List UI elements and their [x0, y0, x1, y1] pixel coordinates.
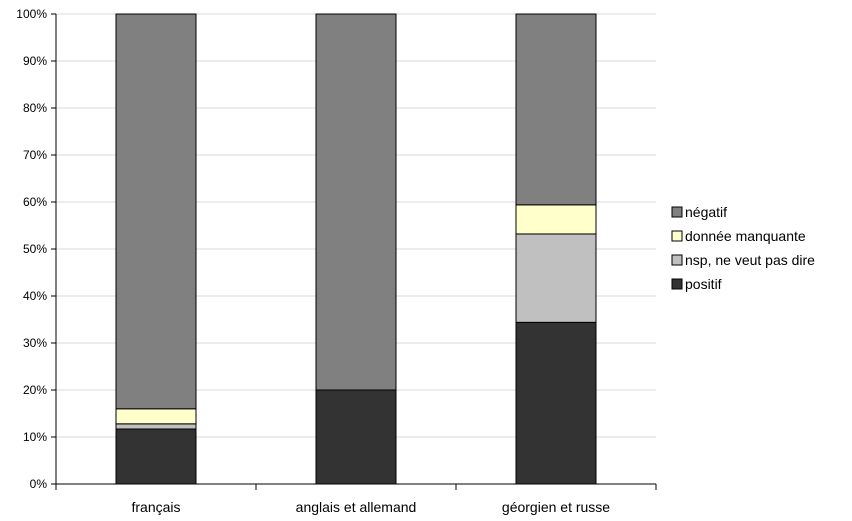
bar-segment-1-0	[115, 423, 197, 430]
legend-swatch	[671, 206, 683, 218]
x-tick-label: français	[131, 499, 180, 515]
bar-segment-3-2	[515, 13, 597, 206]
legend-label: donnée manquante	[685, 228, 806, 244]
legend-swatch	[671, 230, 683, 242]
y-tick-label: 90%	[23, 54, 47, 68]
y-tick-label: 80%	[23, 101, 47, 115]
y-tick-label: 30%	[23, 336, 47, 350]
x-tick-label: anglais et allemand	[296, 499, 417, 515]
legend-label: positif	[685, 276, 722, 292]
y-tick-label: 0%	[30, 477, 48, 491]
x-axis: français anglais et allemand géorgien et r…	[55, 484, 657, 515]
legend-label: négatif	[685, 204, 727, 220]
bar-segment-2-0	[115, 408, 197, 425]
y-tick-label: 100%	[16, 7, 47, 21]
y-tick-label: 60%	[23, 195, 47, 209]
legend: négatif donnée manquante nsp, ne veut pas …	[671, 204, 815, 292]
bar-segment-3-0	[115, 13, 197, 410]
y-tick-label: 10%	[23, 430, 47, 444]
bar-segment-2-2	[515, 204, 597, 235]
y-axis: 0% 10% 20% 30% 40% 50% 60% 70% 80% 90% 100%	[16, 7, 56, 491]
legend-label: nsp, ne veut pas dire	[685, 252, 815, 268]
axes	[55, 14, 656, 485]
bar-segment-0-0	[115, 428, 197, 485]
bar-segment-0-1	[315, 389, 397, 485]
bars	[115, 13, 597, 485]
legend-swatch	[671, 278, 683, 290]
y-tick-label: 20%	[23, 383, 47, 397]
y-tick-label: 40%	[23, 289, 47, 303]
y-tick-label: 70%	[23, 148, 47, 162]
bar-segment-0-2	[515, 321, 597, 485]
bar-segment-3-1	[315, 13, 397, 391]
legend-swatch	[671, 254, 683, 266]
y-tick-label: 50%	[23, 242, 47, 256]
x-tick-label: géorgien et russe	[502, 499, 610, 515]
bar-segment-1-2	[515, 233, 597, 323]
